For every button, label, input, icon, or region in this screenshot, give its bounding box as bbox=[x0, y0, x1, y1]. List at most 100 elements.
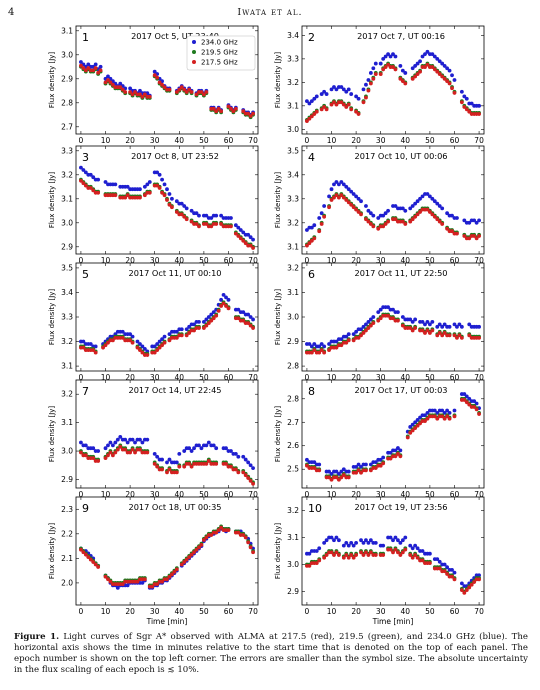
data-point bbox=[403, 208, 408, 213]
series-217-5-ghz bbox=[79, 178, 255, 250]
data-point bbox=[157, 80, 162, 85]
data-point bbox=[435, 557, 440, 561]
data-point bbox=[174, 210, 179, 214]
data-point bbox=[170, 572, 174, 577]
x-tick-label: 20 bbox=[125, 490, 135, 499]
data-point bbox=[423, 331, 427, 335]
data-point bbox=[165, 187, 169, 192]
data-point bbox=[233, 106, 238, 111]
data-point bbox=[98, 68, 103, 73]
data-point bbox=[447, 324, 452, 329]
data-point bbox=[248, 323, 253, 328]
data-point bbox=[120, 87, 125, 92]
data-point bbox=[197, 213, 201, 218]
data-point bbox=[462, 218, 467, 223]
data-point bbox=[346, 200, 351, 205]
epoch-number: 8 bbox=[308, 385, 315, 398]
data-point bbox=[403, 535, 408, 540]
data-point bbox=[408, 219, 413, 224]
data-point bbox=[211, 310, 216, 314]
data-point bbox=[410, 217, 415, 222]
x-tick-label: 0 bbox=[305, 607, 310, 616]
y-axis-label: Flux density [Jy] bbox=[274, 523, 282, 580]
page-number: 4 bbox=[8, 7, 15, 18]
data-point bbox=[246, 321, 251, 326]
data-point bbox=[157, 339, 162, 344]
data-point bbox=[133, 450, 137, 455]
series-217-5-ghz bbox=[79, 301, 255, 357]
data-point bbox=[204, 535, 209, 540]
data-point bbox=[354, 94, 359, 99]
data-point bbox=[307, 563, 312, 568]
y-tick-label: 2.0 bbox=[61, 578, 73, 587]
data-point bbox=[155, 75, 160, 80]
data-point bbox=[184, 327, 189, 332]
data-point bbox=[160, 177, 164, 182]
series-217-5-ghz bbox=[79, 444, 255, 486]
data-point bbox=[366, 78, 371, 82]
data-point bbox=[201, 326, 206, 330]
data-point bbox=[224, 295, 228, 300]
data-point bbox=[410, 66, 415, 71]
data-point bbox=[464, 107, 469, 112]
y-tick-label: 3.4 bbox=[287, 170, 299, 179]
data-point bbox=[246, 540, 251, 545]
data-point bbox=[167, 202, 172, 207]
y-tick-label: 3.1 bbox=[287, 533, 299, 542]
data-point bbox=[189, 449, 194, 453]
data-point bbox=[351, 332, 356, 337]
data-point bbox=[182, 449, 187, 453]
x-tick-label: 20 bbox=[125, 373, 135, 382]
data-point bbox=[418, 196, 422, 201]
data-point bbox=[359, 470, 363, 475]
data-point bbox=[383, 211, 388, 216]
data-point bbox=[450, 568, 454, 572]
data-point bbox=[189, 90, 194, 94]
data-point bbox=[329, 87, 334, 92]
data-point bbox=[440, 74, 445, 79]
x-tick-label: 50 bbox=[199, 490, 209, 499]
data-point bbox=[83, 183, 88, 188]
y-tick-label: 2.9 bbox=[61, 475, 73, 484]
data-point bbox=[445, 79, 450, 84]
data-point bbox=[91, 348, 96, 353]
x-tick-label: 50 bbox=[199, 373, 209, 382]
epoch-number: 6 bbox=[308, 268, 315, 281]
data-point bbox=[359, 333, 363, 338]
data-point bbox=[248, 545, 253, 550]
x-tick-label: 60 bbox=[224, 256, 234, 265]
data-point bbox=[450, 229, 454, 234]
data-point bbox=[459, 588, 464, 593]
data-point bbox=[312, 96, 317, 101]
data-point bbox=[415, 418, 420, 422]
data-point bbox=[314, 561, 319, 566]
data-point bbox=[432, 67, 437, 72]
data-point bbox=[366, 320, 371, 324]
data-point bbox=[371, 224, 376, 229]
data-point bbox=[368, 211, 373, 216]
data-point bbox=[359, 212, 363, 217]
data-point bbox=[462, 392, 467, 396]
data-point bbox=[219, 222, 224, 226]
data-point bbox=[462, 398, 467, 402]
epoch-number: 4 bbox=[308, 151, 315, 164]
data-point bbox=[464, 400, 469, 405]
data-point bbox=[305, 228, 309, 232]
data-point bbox=[103, 343, 108, 348]
data-point bbox=[398, 64, 403, 68]
data-point bbox=[152, 461, 157, 466]
series-234-0-ghz bbox=[305, 305, 481, 349]
data-point bbox=[410, 546, 415, 551]
legend-marker bbox=[192, 60, 196, 64]
data-point bbox=[187, 461, 192, 466]
x-tick-label: 30 bbox=[376, 256, 386, 265]
data-point bbox=[307, 101, 312, 106]
data-point bbox=[403, 222, 408, 226]
x-tick-label: 0 bbox=[305, 256, 310, 265]
data-point bbox=[324, 553, 329, 557]
data-point bbox=[378, 72, 383, 77]
data-point bbox=[361, 87, 366, 92]
data-point bbox=[440, 333, 445, 338]
data-point bbox=[435, 324, 440, 329]
data-point bbox=[332, 182, 336, 187]
